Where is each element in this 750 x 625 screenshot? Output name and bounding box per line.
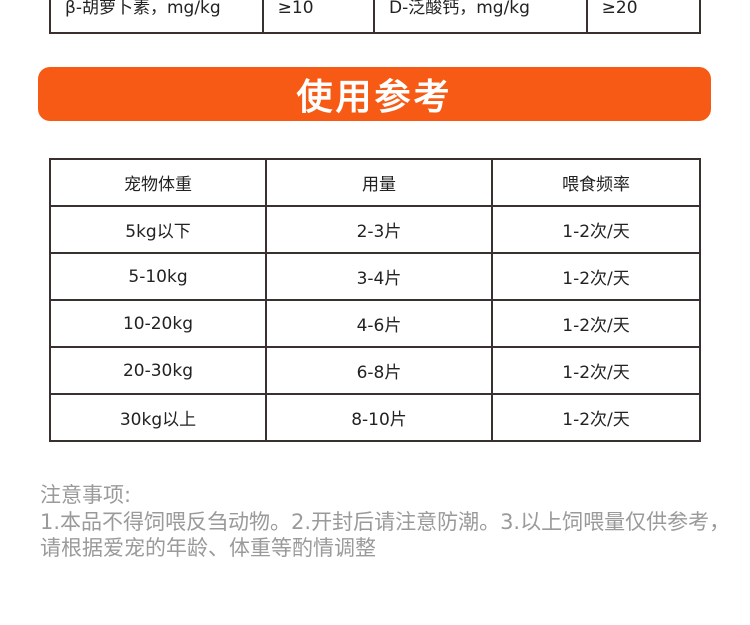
frequency-cell: 1-2次/天 <box>491 205 701 254</box>
nutrient-name: D-泛酸钙，mg/kg <box>375 0 588 32</box>
dosage-cell: 3-4片 <box>265 252 493 301</box>
table-row: 10-20kg 4-6片 1-2次/天 <box>49 299 701 348</box>
dosage-cell: 6-8片 <box>265 346 493 395</box>
nutrient-name: β-胡萝卜素，mg/kg <box>51 0 264 32</box>
nutrient-value: ≥20 <box>601 0 638 18</box>
table-row: 30kg以上 8-10片 1-2次/天 <box>49 393 701 442</box>
notes-title: 注意事项: <box>40 483 132 507</box>
table-header-row: 宠物体重 用量 喂食频率 <box>49 158 701 207</box>
header-weight: 宠物体重 <box>49 158 267 207</box>
weight-cell: 20-30kg <box>49 346 267 395</box>
table-row: 20-30kg 6-8片 1-2次/天 <box>49 346 701 395</box>
frequency-cell: 1-2次/天 <box>491 252 701 301</box>
weight-cell: 30kg以上 <box>49 393 267 442</box>
weight-cell: 10-20kg <box>49 299 267 348</box>
table-row: 5-10kg 3-4片 1-2次/天 <box>49 252 701 301</box>
notes: 注意事项: 1.本品不得饲喂反刍动物。2.开封后请注意防潮。3.以上饲喂量仅供参… <box>40 482 740 562</box>
dosage-cell: 2-3片 <box>265 205 493 254</box>
dosage-cell: 4-6片 <box>265 299 493 348</box>
header-frequency: 喂食频率 <box>491 158 701 207</box>
frequency-cell: 1-2次/天 <box>491 346 701 395</box>
frequency-cell: 1-2次/天 <box>491 299 701 348</box>
frequency-cell: 1-2次/天 <box>491 393 701 442</box>
weight-cell: 5kg以下 <box>49 205 267 254</box>
dosage-cell: 8-10片 <box>265 393 493 442</box>
nutrient-value: ≥10 <box>264 0 375 32</box>
nutrient-table-row: β-胡萝卜素，mg/kg ≥10 D-泛酸钙，mg/kg ≥20 <box>49 0 701 34</box>
header-dosage: 用量 <box>265 158 493 207</box>
section-banner: 使用参考 <box>38 67 711 121</box>
notes-text: 1.本品不得饲喂反刍动物。2.开封后请注意防潮。3.以上饲喂量仅供参考，请根据爱… <box>40 509 731 561</box>
weight-cell: 5-10kg <box>49 252 267 301</box>
usage-table: 宠物体重 用量 喂食频率 5kg以下 2-3片 1-2次/天 5-10kg 3-4片 1-… <box>49 158 701 442</box>
table-row: 5kg以下 2-3片 1-2次/天 <box>49 205 701 254</box>
